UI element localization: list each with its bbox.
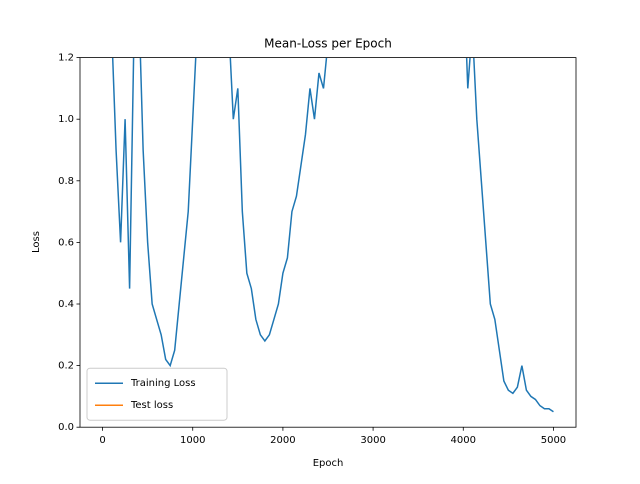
x-tick-label: 2000 [270,435,295,446]
y-tick-label: 1.0 [58,114,74,125]
plot-area [111,57,554,413]
series-line [111,57,554,413]
y-axis-label: Loss [31,231,42,253]
x-tick-label: 5000 [541,435,566,446]
y-tick-label: 0.4 [58,299,74,310]
legend-box [86,367,228,421]
x-tick-label: 0 [99,435,105,446]
x-tick-label: 3000 [360,435,385,446]
x-tick-label: 1000 [180,435,205,446]
y-tick-label: 0.2 [58,361,74,372]
chart-title: Mean-Loss per Epoch [264,37,392,51]
y-tick-label: 1.2 [58,53,74,64]
legend-label: Training Loss [130,378,196,389]
y-tick-label: 0.8 [58,176,74,187]
x-axis-label: Epoch [313,458,344,469]
y-tick-label: 0.0 [58,422,74,433]
y-tick-label: 0.6 [58,237,74,248]
legend-label: Test loss [130,400,173,411]
x-tick-label: 4000 [451,435,476,446]
